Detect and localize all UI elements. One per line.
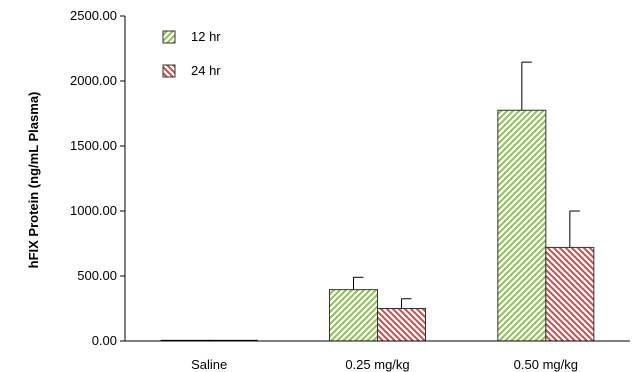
legend-label-24hr: 24 hr — [191, 63, 221, 78]
bar-12hr-1 — [329, 289, 378, 342]
bar-12hr-2 — [497, 109, 547, 342]
y-tick-label: 2000.00 — [70, 73, 117, 88]
x-axis-labels: Saline 0.25 mg/kg 0.50 mg/kg — [191, 357, 578, 372]
bar-24hr-2 — [545, 246, 595, 342]
bars-group — [160, 109, 595, 342]
y-tick-label: 2500.00 — [70, 8, 117, 23]
y-tick-label: 500.00 — [77, 268, 117, 283]
legend-swatch-24hr — [162, 64, 176, 78]
bar-24hr-1 — [377, 308, 426, 342]
y-tick-label: 1000.00 — [70, 203, 117, 218]
y-tick-label: 1500.00 — [70, 138, 117, 153]
error-bars-group — [353, 61, 580, 309]
x-category-label: 0.50 mg/kg — [514, 357, 578, 372]
x-category-label: Saline — [191, 357, 227, 372]
legend-label-12hr: 12 hr — [191, 29, 221, 44]
y-axis-title: hFIX Protein (ng/mL Plasma) — [26, 92, 41, 269]
y-tick-label: 0.00 — [92, 333, 117, 348]
legend-swatch-12hr — [162, 30, 176, 44]
legend: 12 hr 24 hr — [162, 29, 221, 78]
x-category-label: 0.25 mg/kg — [345, 357, 409, 372]
y-axis-ticks: 0.00 500.00 1000.00 1500.00 2000.00 2500.00 — [70, 8, 125, 348]
